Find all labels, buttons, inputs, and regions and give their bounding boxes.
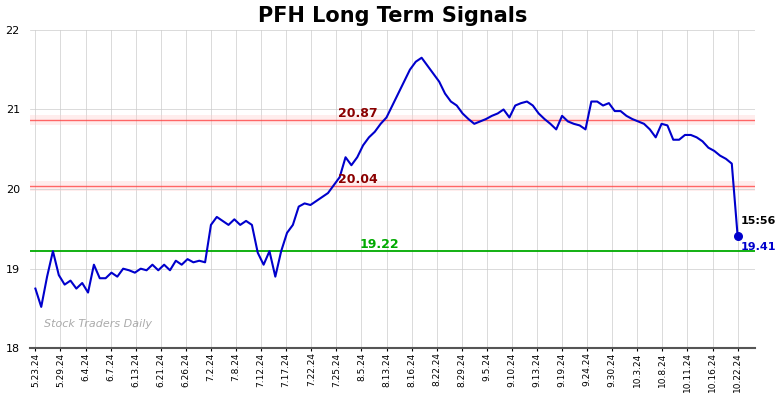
Bar bbox=[30, 115, 755, 125]
Bar bbox=[30, 181, 755, 191]
Point bbox=[731, 233, 744, 239]
Title: PFH Long Term Signals: PFH Long Term Signals bbox=[258, 6, 527, 25]
Text: 20.87: 20.87 bbox=[338, 107, 378, 120]
Text: 20.04: 20.04 bbox=[338, 173, 378, 186]
Text: 19.22: 19.22 bbox=[360, 238, 399, 251]
Text: 19.41: 19.41 bbox=[741, 242, 776, 252]
Text: 15:56: 15:56 bbox=[741, 217, 776, 226]
Text: Stock Traders Daily: Stock Traders Daily bbox=[44, 319, 152, 329]
